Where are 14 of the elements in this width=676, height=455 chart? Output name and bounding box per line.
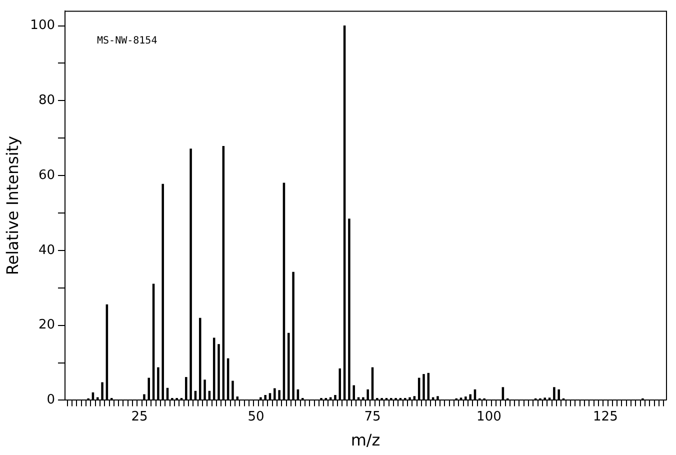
x-tick-label: 125 <box>593 409 618 424</box>
y-tick-label: 60 <box>38 168 56 183</box>
annotation: MS-NW-8154 <box>97 35 158 46</box>
y-tick-label: 0 <box>46 392 56 408</box>
y-axis-title: Relative Intensity <box>2 136 22 276</box>
y-tick-label: 20 <box>38 318 56 333</box>
x-tick-label: 75 <box>364 409 381 424</box>
y-tick-label: 40 <box>38 242 56 258</box>
x-tick-label: 50 <box>248 409 264 424</box>
y-tick-label: 100 <box>30 18 56 34</box>
y-tick-label: 80 <box>38 93 56 108</box>
x-tick-label: 100 <box>476 409 502 424</box>
x-axis-title: m/z <box>350 430 380 450</box>
x-tick-label: 25 <box>131 409 148 424</box>
